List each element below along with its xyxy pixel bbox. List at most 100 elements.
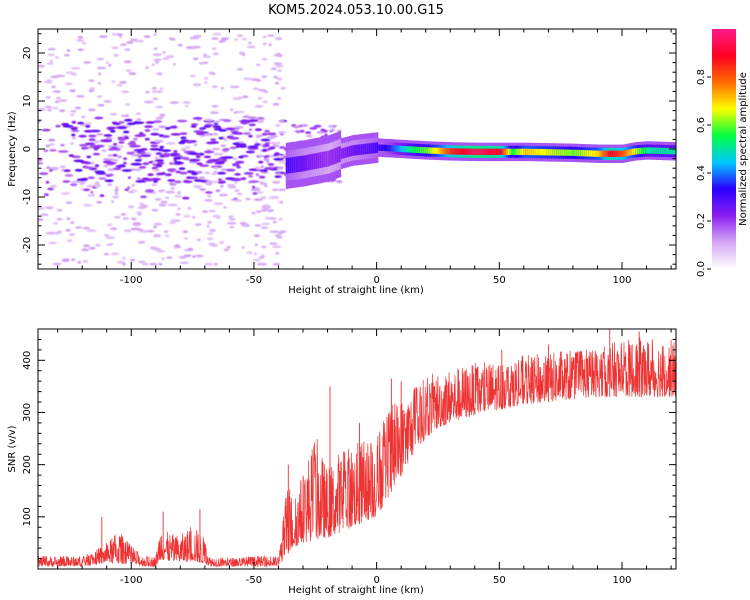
spectrogram-cell: [83, 129, 94, 133]
spectrogram-cell: [143, 35, 151, 38]
spectrogram-cell: [267, 217, 277, 220]
spectrogram-trace-cell: [333, 148, 336, 165]
spectrogram-cell: [93, 184, 101, 188]
spectrogram-cell: [229, 146, 237, 150]
spectrogram-cell: [182, 101, 191, 104]
spectrogram-cell: [211, 85, 218, 89]
spectrogram-trace-cell: [380, 144, 383, 151]
spectrogram-cell: [148, 178, 154, 182]
spectrogram-trace-cell: [384, 144, 387, 152]
spectrogram-trace-cell: [625, 150, 628, 157]
spectrogram-cell: [259, 175, 266, 179]
spectrogram-cell: [218, 193, 228, 197]
spectrogram-cell: [203, 155, 211, 159]
spectrogram-cell: [274, 234, 282, 237]
spectrogram-cell: [59, 109, 66, 113]
spectrogram-cell: [153, 58, 162, 62]
spectrogram-cell: [82, 226, 91, 230]
spectrogram-cell: [64, 82, 73, 86]
spectrogram-cell: [165, 173, 172, 177]
spectrogram-cell: [82, 259, 89, 263]
spectrogram-cell: [158, 262, 163, 266]
spectrogram-trace-cell: [637, 148, 640, 155]
spectrogram-cell: [43, 80, 53, 84]
spectrogram-trace-cell: [386, 144, 389, 152]
spectrogram-cell: [179, 171, 188, 175]
spectrogram-cell: [260, 138, 271, 142]
spectrogram-cell: [100, 139, 111, 143]
spectrogram-cell: [106, 161, 117, 165]
spectrogram-cell: [174, 161, 182, 164]
spectrogram-trace-cell: [507, 148, 510, 155]
spectrogram-cell: [45, 144, 51, 148]
spectrogram-cell: [226, 221, 237, 225]
spectrogram-cell: [262, 169, 268, 173]
spectrogram-cell: [159, 145, 164, 149]
spectrogram-cell: [140, 195, 147, 199]
spectrogram-cell: [241, 224, 251, 228]
spectrogram-cell: [225, 168, 236, 172]
spectrogram-cell: [158, 189, 164, 193]
spectrogram-cell: [94, 181, 100, 185]
spectrogram-cell: [242, 121, 247, 125]
spectrogram-trace-cell: [338, 146, 341, 163]
spectrogram-trace-cell: [393, 145, 396, 152]
spectrogram-cell: [199, 188, 206, 191]
spectrogram-cell: [248, 134, 253, 138]
spectrogram-cell: [105, 236, 116, 240]
spectrogram-cell: [108, 173, 114, 177]
spectrogram-cell: [71, 120, 77, 124]
spectrogram-cell: [174, 180, 182, 184]
spectrogram-cell: [212, 52, 219, 56]
spectrogram-cell: [183, 254, 192, 258]
spectrogram-trace-cell: [299, 156, 302, 172]
spectrogram-cell: [161, 257, 165, 261]
snr-panel: -100 -50 0 50 100 100 200 300 400 Height of stra…: [7, 328, 677, 596]
spectrogram-cell: [158, 125, 167, 129]
spectrogram-cell: [153, 180, 158, 183]
spectrogram-trace-cell: [331, 149, 334, 166]
spectrogram-cell: [173, 158, 177, 162]
spectrogram-cell: [232, 97, 242, 100]
spectrogram-cell: [201, 210, 209, 214]
spectrogram-cell: [264, 184, 268, 188]
spectrogram-cell: [229, 225, 235, 229]
x-tick-label: -100: [120, 575, 143, 586]
spectrogram-cell: [47, 47, 56, 51]
spectrogram-cell: [186, 46, 194, 49]
spectrogram-trace-cell: [403, 146, 406, 153]
spectrogram-cell: [47, 53, 55, 57]
spectrogram-cell: [309, 126, 318, 130]
spectrogram-cell: [152, 120, 163, 123]
spectrogram-cell: [166, 142, 176, 145]
spectrogram-trace-cell: [531, 148, 534, 156]
spectrogram-cell: [160, 149, 172, 153]
spectrogram-trace-cell: [580, 150, 583, 157]
spectrogram-cell: [49, 59, 53, 63]
spectrogram-cell: [84, 166, 94, 170]
spectrogram-cell: [173, 156, 183, 160]
spectrogram-cell: [316, 131, 325, 134]
spectrogram-cell: [144, 137, 150, 141]
spectrogram-trace-cell: [452, 148, 455, 155]
spectrogram-cell: [149, 246, 158, 250]
spectrogram-cell: [115, 186, 119, 190]
spectrogram-trace-cell: [413, 146, 416, 153]
spectrogram-trace-cell: [490, 148, 493, 155]
spectrogram-trace-cell: [293, 156, 296, 173]
spectrogram-trace-cell: [482, 148, 485, 155]
spectrogram-cell: [38, 64, 46, 68]
spectrogram-cell: [226, 245, 231, 249]
spectrogram-trace-cell: [550, 149, 554, 156]
spectrogram-cell: [301, 124, 309, 127]
spectrogram-cell: [204, 199, 214, 202]
spectrogram-cell: [211, 244, 219, 247]
spectrogram-cell: [111, 32, 117, 36]
spectrogram-cell: [213, 166, 219, 170]
spectrogram-cell: [38, 161, 44, 165]
spectrogram-trace-cell: [594, 150, 597, 157]
spectrogram-cell: [299, 129, 305, 133]
spectrogram-trace-cell: [301, 155, 304, 172]
x-tick-label: -50: [246, 275, 262, 286]
